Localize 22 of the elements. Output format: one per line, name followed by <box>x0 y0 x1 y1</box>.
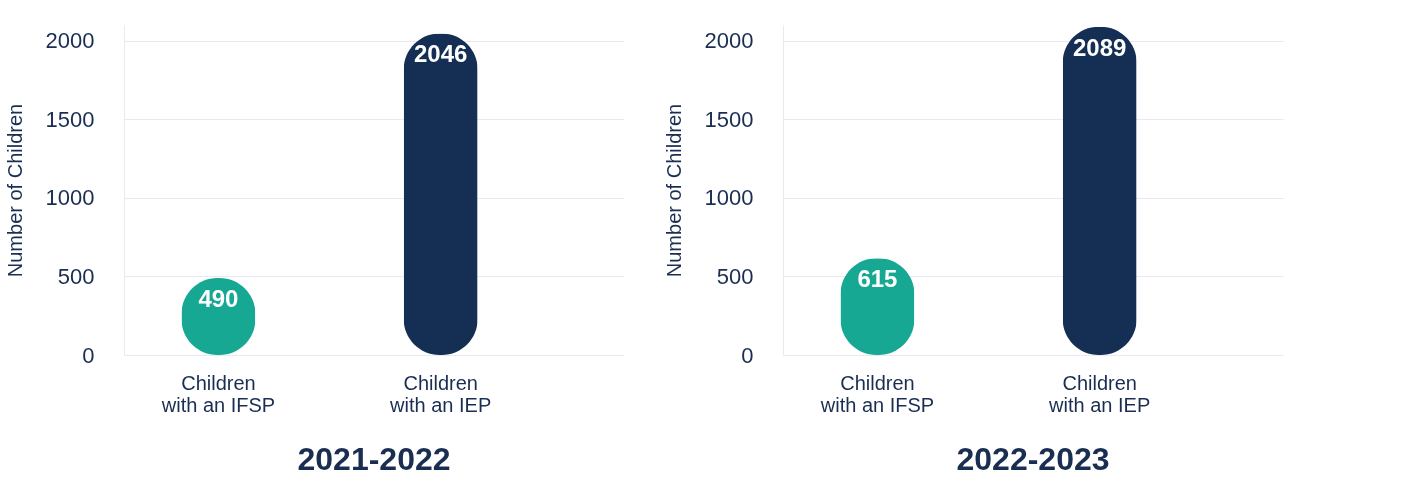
y-tick-label: 1500 <box>45 106 95 132</box>
y-tick-label: 0 <box>741 342 754 368</box>
y-tick-label: 2000 <box>704 28 754 54</box>
data-label: 2046 <box>413 40 468 68</box>
y-tick-label: 500 <box>716 263 754 289</box>
x-tick-label: Children with an IEP <box>1048 371 1151 416</box>
y-tick-label: 1000 <box>45 185 95 211</box>
text: 2021-2022 <box>297 441 451 477</box>
y-axis-title: Number of Children <box>662 103 685 278</box>
x-tick-label: Children with an IFSP <box>160 371 276 416</box>
y-axis-title: Number of Children <box>3 103 26 278</box>
y-tick-label: 500 <box>57 263 95 289</box>
y-tick-label: 1000 <box>704 185 754 211</box>
y-tick-label: 2000 <box>45 28 95 54</box>
y-tick-label: 1500 <box>704 106 754 132</box>
text: 2022-2023 <box>956 441 1110 477</box>
x-tick-label: Children with an IEP <box>389 371 492 416</box>
data-label: 615 <box>857 265 898 293</box>
data-label: 490 <box>198 285 239 312</box>
x-tick-label: Children with an IFSP <box>819 371 935 416</box>
data-label: 2089 <box>1072 33 1127 61</box>
y-tick-label: 0 <box>82 342 95 368</box>
